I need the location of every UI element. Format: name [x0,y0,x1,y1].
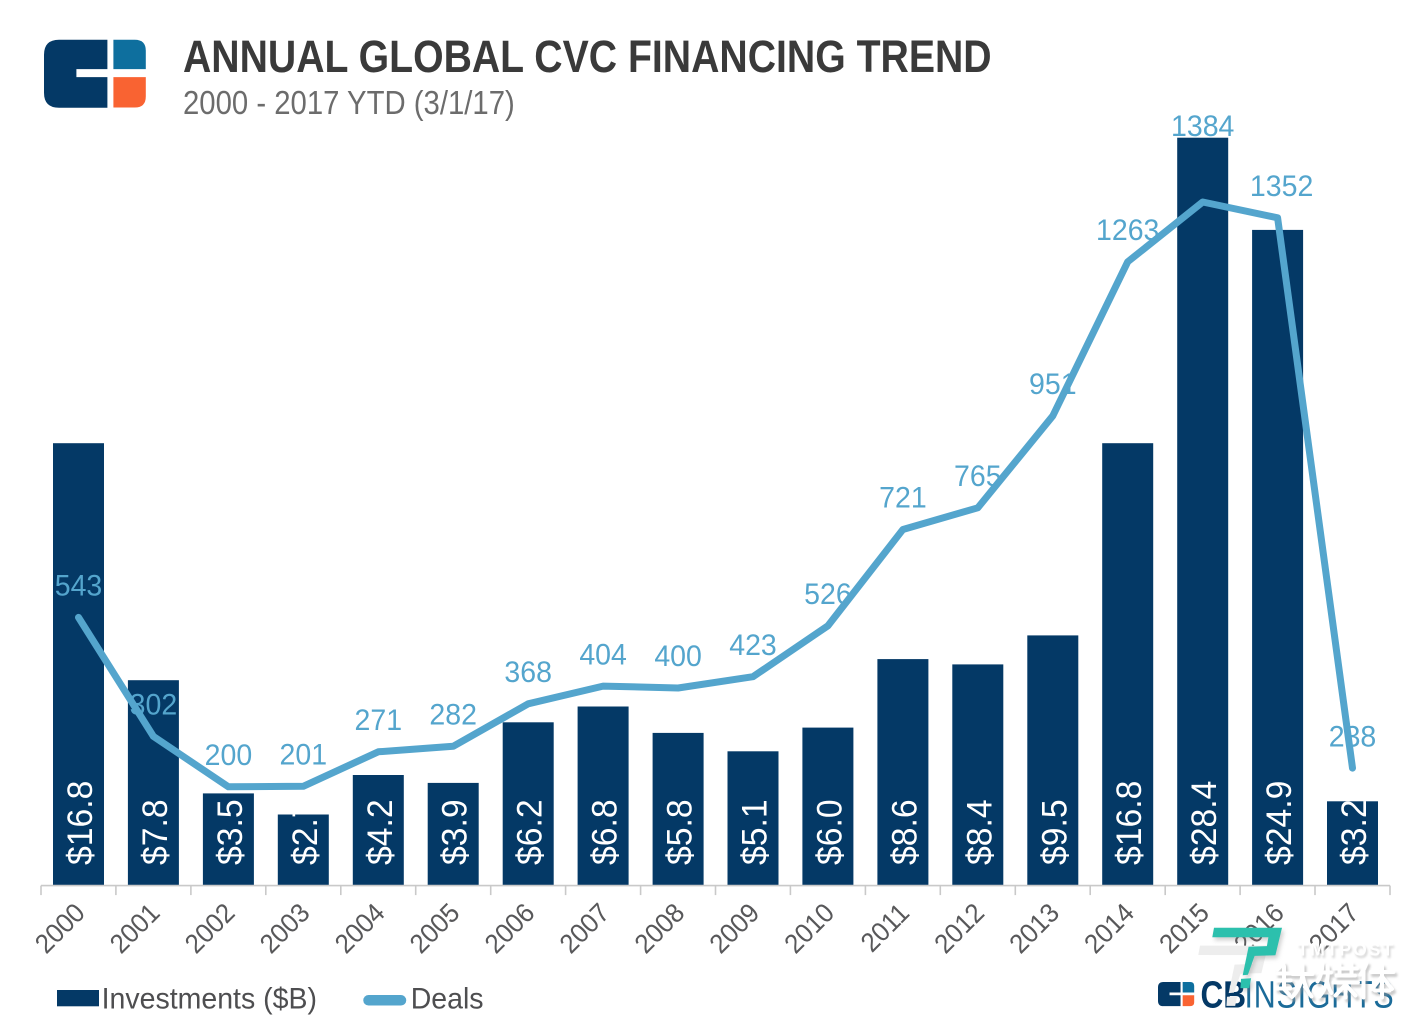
svg-text:543: 543 [55,570,103,603]
svg-text:$3.5: $3.5 [211,799,250,865]
svg-text:2010: 2010 [778,897,840,959]
svg-text:765: 765 [954,460,1002,493]
svg-text:282: 282 [429,699,477,732]
svg-text:404: 404 [579,639,627,672]
svg-text:2011: 2011 [854,897,915,958]
svg-text:423: 423 [729,629,777,662]
svg-text:CB: CB [1201,974,1247,1016]
svg-text:2012: 2012 [928,897,990,959]
svg-text:2006: 2006 [478,897,540,959]
svg-text:201: 201 [280,739,328,772]
svg-text:Deals: Deals [411,983,484,1016]
svg-text:271: 271 [355,704,403,737]
svg-text:$28.4: $28.4 [1185,781,1224,865]
svg-text:$7.8: $7.8 [136,799,175,865]
svg-text:302: 302 [130,689,178,722]
svg-text:Investments ($B): Investments ($B) [102,983,317,1016]
svg-text:1384: 1384 [1171,111,1234,144]
svg-text:2005: 2005 [403,897,465,959]
svg-text:$6.2: $6.2 [511,799,550,865]
svg-text:$6.8: $6.8 [586,799,625,865]
svg-text:721: 721 [879,482,927,515]
svg-text:400: 400 [654,641,702,674]
svg-text:2008: 2008 [628,897,690,959]
svg-text:2004: 2004 [329,897,391,959]
svg-text:2001: 2001 [104,897,166,959]
svg-text:$2.7: $2.7 [286,799,325,865]
svg-text:$5.1: $5.1 [736,799,775,865]
svg-text:TMTPOST: TMTPOST [1298,940,1396,960]
svg-text:238: 238 [1329,721,1377,754]
svg-text:$8.6: $8.6 [886,799,925,865]
svg-text:2013: 2013 [1003,897,1065,959]
svg-text:$6.0: $6.0 [811,799,850,865]
svg-text:$9.5: $9.5 [1036,799,1075,865]
svg-text:1263: 1263 [1096,214,1159,247]
svg-text:2014: 2014 [1078,897,1140,959]
svg-text:$5.8: $5.8 [661,799,700,865]
svg-text:1352: 1352 [1250,170,1313,203]
svg-text:2002: 2002 [179,897,241,959]
svg-text:2009: 2009 [703,897,765,959]
svg-text:$24.9: $24.9 [1260,781,1299,865]
svg-text:$4.2: $4.2 [361,799,400,865]
svg-text:2007: 2007 [553,897,615,959]
svg-text:368: 368 [504,656,552,689]
svg-text:200: 200 [205,739,253,772]
svg-text:$16.8: $16.8 [1110,781,1149,865]
svg-text:951: 951 [1029,368,1077,401]
svg-text:2003: 2003 [254,897,316,959]
svg-text:526: 526 [804,578,852,611]
svg-text:2000: 2000 [29,897,91,959]
svg-text:$3.2: $3.2 [1335,799,1374,865]
svg-text:$8.4: $8.4 [961,799,1000,865]
svg-text:$16.8: $16.8 [61,781,100,865]
svg-text:$3.9: $3.9 [436,799,475,865]
